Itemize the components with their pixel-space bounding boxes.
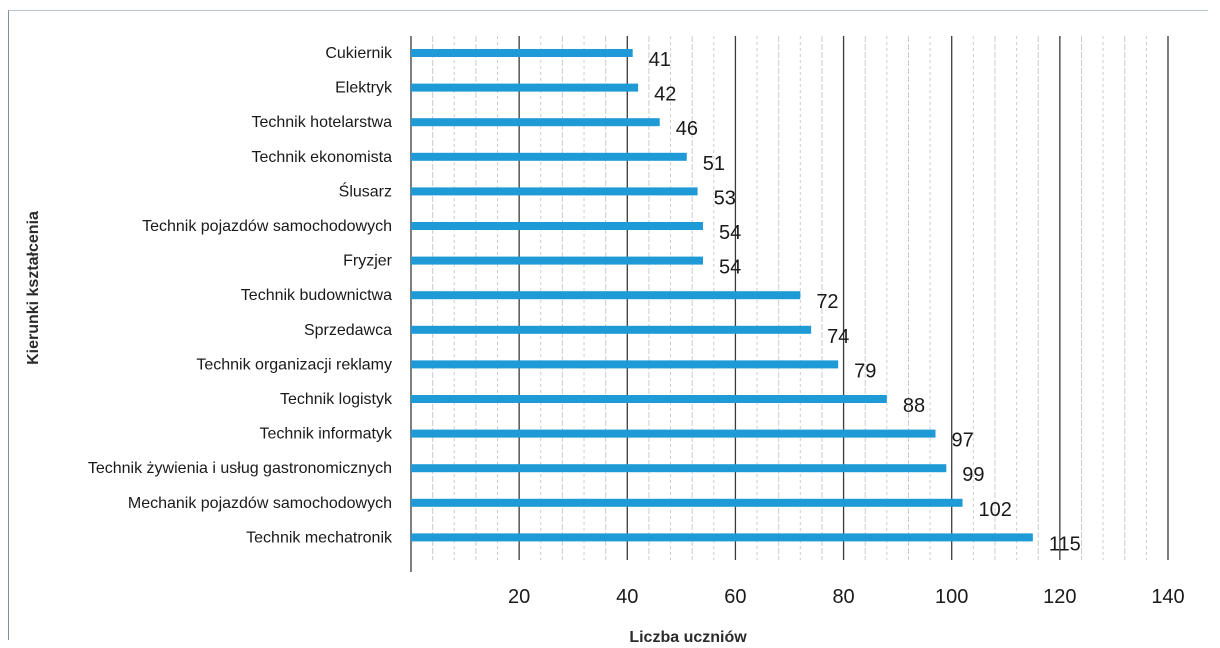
category-label: Technik żywienia i usług gastronomicznyc…: [88, 460, 392, 477]
bar: [411, 83, 639, 92]
bar: [411, 325, 812, 334]
bar: [411, 118, 660, 127]
value-label: 41: [649, 49, 671, 71]
category-label: Sprzedawca: [304, 322, 392, 339]
x-tick-label: 140: [1151, 586, 1184, 608]
category-label: Technik organizacji reklamy: [196, 356, 392, 373]
value-label: 53: [714, 187, 736, 209]
category-labels: Cukiernik Elektryk Technik hotelarstwa Tech…: [88, 45, 393, 546]
y-axis-title: Kierunki kształcenia: [25, 211, 42, 365]
category-label: Technik pojazdów samochodowych: [142, 218, 392, 235]
bar: [411, 498, 963, 507]
bar: [411, 395, 887, 403]
category-label: Technik ekonomista: [251, 149, 392, 166]
value-label: 102: [979, 499, 1012, 521]
value-label: 54: [719, 257, 741, 279]
x-tick-label: 120: [1043, 586, 1076, 608]
bar: [411, 360, 839, 369]
bar: [411, 49, 633, 57]
x-tick-label: 80: [832, 586, 854, 608]
grid: [410, 36, 1169, 572]
value-label: 115: [1049, 533, 1081, 555]
category-label: Technik hotelarstwa: [251, 114, 392, 131]
bar: [411, 464, 947, 473]
x-tick-label: 60: [724, 586, 746, 608]
category-label: Technik informatyk: [260, 426, 393, 443]
category-label: Mechanik pojazdów samochodowych: [128, 495, 392, 512]
value-label: 46: [676, 118, 698, 140]
chart-frame: [8, 10, 1208, 640]
category-label: Fryzjer: [343, 253, 393, 270]
bar: [411, 256, 703, 265]
value-label: 42: [654, 84, 676, 106]
x-tick-label: 40: [616, 586, 638, 608]
value-label: 72: [816, 291, 838, 313]
category-label: Technik logistyk: [280, 391, 393, 408]
x-tick-label: 100: [935, 586, 968, 608]
value-label: 99: [962, 464, 984, 486]
bar: [411, 222, 703, 230]
x-tick-label: 20: [508, 586, 530, 608]
bar: [411, 291, 801, 300]
bar: [411, 429, 936, 438]
category-label: Cukiernik: [325, 45, 393, 62]
category-label: Ślusarz: [339, 181, 392, 200]
value-label: 54: [719, 222, 741, 244]
category-label: Technik budownictwa: [241, 287, 392, 304]
category-label: Elektryk: [335, 80, 393, 97]
value-label: 51: [703, 153, 725, 175]
value-label: 79: [854, 360, 876, 382]
value-label: 97: [951, 430, 973, 452]
bars: [411, 49, 1033, 542]
category-label: Technik mechatronik: [246, 529, 393, 546]
x-axis-ticks: 20 40 60 80 100 120 140: [508, 586, 1185, 608]
bar: [411, 187, 698, 196]
value-label: 74: [827, 326, 849, 348]
bar: [411, 152, 687, 161]
value-label: 88: [903, 395, 925, 417]
bar: [411, 533, 1033, 542]
x-axis-title: Liczba uczniów: [629, 629, 747, 646]
